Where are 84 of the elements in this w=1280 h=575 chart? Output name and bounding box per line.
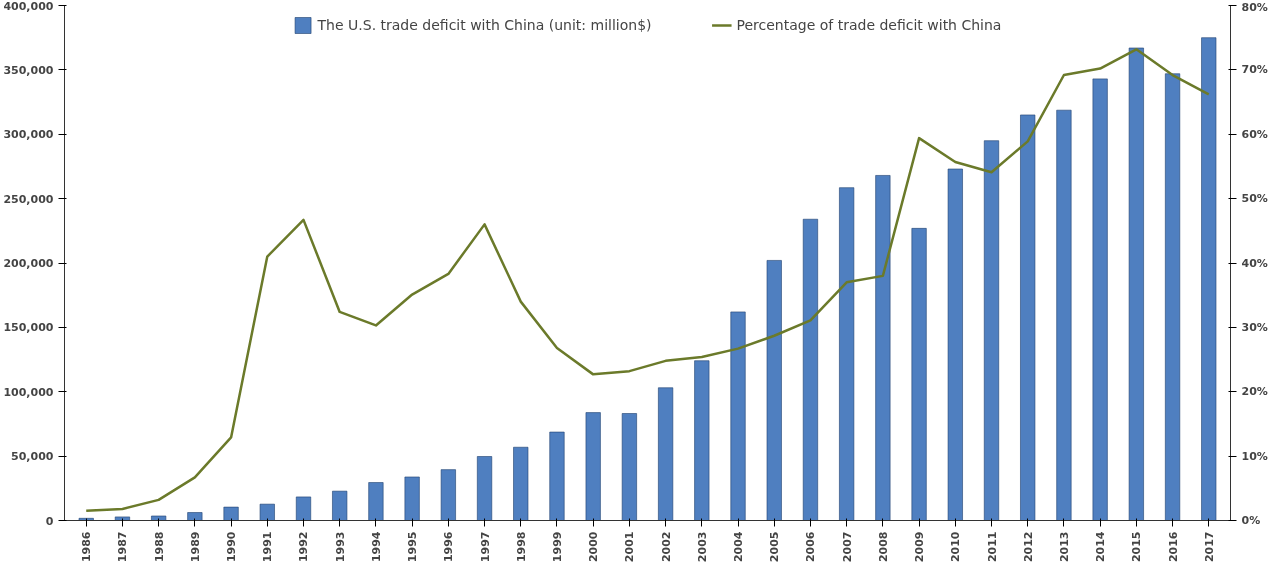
x-tick-label: 2004	[732, 531, 746, 563]
y2-tick-label: 10%	[1241, 449, 1268, 463]
bar	[802, 218, 818, 521]
x-tick-label: 2013	[1057, 531, 1071, 563]
x-tick-label: 1995	[406, 531, 420, 563]
bar	[440, 469, 456, 521]
bar	[368, 482, 384, 521]
x-tick-label: 2001	[623, 531, 637, 563]
y-tick-label: 50,000	[11, 450, 54, 464]
x-tick-label: 2011	[985, 531, 999, 563]
x-tick-label: 2008	[876, 531, 890, 563]
bar	[114, 516, 130, 521]
y2-tick-label: 80%	[1241, 0, 1268, 14]
y2-tick-label: 40%	[1241, 256, 1268, 270]
x-tick-label: 2006	[804, 531, 818, 563]
y-tick-label: 0	[45, 514, 54, 528]
y2-tick-label: 20%	[1241, 385, 1268, 399]
y2-tick-label: 70%	[1241, 63, 1268, 77]
bar	[332, 490, 348, 521]
bar	[621, 413, 637, 521]
x-tick-label: 1998	[514, 531, 528, 563]
y-tick-label: 200,000	[3, 257, 54, 270]
x-tick-label: 2000	[587, 531, 601, 563]
x-tick-label: 2009	[913, 531, 927, 563]
x-tick-label: 2016	[1166, 531, 1180, 563]
y-tick-label: 150,000	[3, 321, 54, 335]
y-tick-label: 300,000	[3, 128, 54, 142]
x-tick-label: 1997	[478, 531, 492, 563]
x-tick-label: 1986	[80, 531, 94, 563]
bar	[947, 168, 963, 521]
x-tick-label: 1991	[261, 531, 275, 563]
legend-label: Percentage of trade deficit with China	[736, 17, 1002, 33]
x-tick-label: 1990	[225, 531, 239, 563]
bar	[766, 260, 782, 521]
y-tick-label: 250,000	[3, 192, 54, 206]
x-tick-label: 2015	[1130, 531, 1144, 563]
bar	[658, 387, 674, 521]
bar	[839, 187, 855, 521]
x-tick-label: 1996	[442, 531, 456, 563]
legend-label: The U.S. trade deficit with China (unit: million$)	[317, 17, 652, 33]
x-tick-label: 1999	[550, 531, 564, 563]
bar	[1165, 73, 1181, 521]
bar	[1201, 37, 1217, 521]
bar	[513, 446, 529, 521]
x-tick-label: 2012	[1021, 531, 1035, 563]
x-tick-label: 2005	[768, 531, 782, 563]
bar	[1128, 47, 1144, 521]
bar	[259, 503, 275, 521]
y2-tick-label: 30%	[1241, 320, 1268, 334]
bar	[477, 456, 493, 521]
x-tick-label: 2010	[949, 531, 963, 563]
bar	[983, 140, 1000, 521]
x-tick-label: 1987	[116, 531, 130, 563]
y2-tick-label: 60%	[1241, 127, 1268, 141]
x-tick-label: 1989	[188, 531, 202, 563]
x-tick-label: 2007	[840, 531, 854, 563]
x-tick-label: 1993	[333, 531, 347, 563]
x-tick-label: 2017	[1202, 531, 1216, 563]
line-series	[84, 48, 1211, 513]
y2-tick-label: 50%	[1241, 192, 1268, 206]
bar	[585, 412, 601, 521]
bar	[295, 496, 312, 521]
x-tick-label: 1994	[369, 531, 383, 563]
bar	[404, 476, 420, 521]
bar	[1092, 78, 1108, 521]
x-tick-label: 2003	[695, 531, 709, 563]
bar	[549, 431, 565, 521]
bar	[1056, 109, 1072, 521]
bar	[911, 228, 927, 521]
y-tick-label: 400,000	[3, 0, 54, 13]
bar	[694, 360, 710, 521]
x-tick-label: 2014	[1094, 531, 1108, 563]
x-tick-label: 1992	[297, 531, 311, 563]
x-tick-label: 2002	[659, 531, 673, 563]
bar	[1020, 114, 1036, 521]
y-tick-label: 100,000	[3, 385, 54, 399]
bar	[875, 175, 891, 521]
bar	[223, 506, 239, 521]
y2-tick-label: 0%	[1241, 514, 1261, 527]
x-tick-label: 1988	[152, 531, 166, 563]
bar	[151, 515, 167, 521]
bar	[730, 311, 746, 521]
y-tick-label: 350,000	[3, 63, 54, 77]
bar	[187, 512, 203, 521]
